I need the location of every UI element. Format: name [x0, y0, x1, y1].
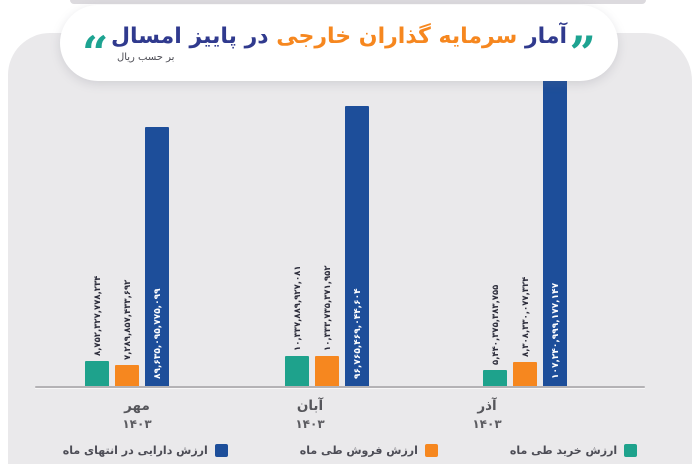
- legend-swatch-orange: [424, 443, 438, 457]
- barwrap-teal-آذر: ۵,۴۴۰,۳۷۵,۳۸۳,۷۵۵: [483, 74, 507, 386]
- bar-teal-مهر: [85, 361, 109, 386]
- chart-legend: ارزش دارایی در انتهای ماه ارزش فروش طی ما…: [0, 439, 700, 461]
- barwrap-orange-آبان: ۱۰,۳۳۳,۷۳۵,۳۷۱,۹۵۲: [315, 74, 339, 386]
- bar-teal-آذر: [483, 370, 507, 386]
- x-axis-label-مهر: مهر ۱۴۰۳: [77, 398, 197, 431]
- title-pre: آمار: [524, 23, 568, 49]
- bar-blue-آبان: [345, 106, 369, 386]
- legend-item-teal: ارزش خرید طی ماه: [509, 443, 638, 457]
- bar-orange-آبان: [315, 356, 339, 386]
- month-year: ۱۴۰۳: [122, 417, 152, 431]
- barwrap-orange-آذر: ۸,۳۰۸,۳۳۰,۰۷۷,۳۲۴: [513, 74, 537, 386]
- x-axis-label-آبان: آبان ۱۴۰۳: [250, 398, 370, 431]
- bar-value-teal-مهر: ۸,۷۵۲,۳۲۷,۷۷۸,۲۳۴: [93, 275, 103, 356]
- x-axis-label-آذر: آذر ۱۴۰۳: [427, 398, 547, 431]
- month-name: مهر: [124, 398, 150, 414]
- month-year: ۱۴۰۳: [472, 417, 502, 431]
- legend-label-teal: ارزش خرید طی ماه: [509, 443, 618, 457]
- legend-label-blue: ارزش دارایی در انتهای ماه: [62, 443, 208, 457]
- title-post: در پاییز امسال: [110, 23, 269, 49]
- top-edge-strip: [70, 0, 646, 4]
- bar-value-blue-آذر: ۱۰۷,۲۴۰,۹۹۹,۱۷۷,۱۴۷: [550, 282, 561, 379]
- chart-unit-subtitle: بر حسب ریال: [116, 51, 175, 63]
- bar-teal-آبان: [285, 356, 309, 386]
- title-highlight: سرمایه گذاران خارجی: [276, 23, 518, 49]
- month-name: آذر: [477, 398, 497, 414]
- bar-group-مهر: ۸,۷۵۲,۳۲۷,۷۷۸,۲۳۴ ۷,۲۸۹,۸۵۷,۴۳۳,۶۹۲ ۸۹,۶۳۵…: [85, 74, 169, 386]
- title-banner: “ آمار سرمایه گذاران خارجی در پاییز امسا…: [60, 5, 618, 81]
- bar-group-آبان: ۱۰,۳۳۷,۸۸۹,۹۲۷,۰۸۱ ۱۰,۳۳۳,۷۳۵,۳۷۱,۹۵۲ ۹۶,۷…: [285, 74, 369, 386]
- barwrap-blue-مهر: ۸۹,۶۳۵,۰۹۵,۷۷۵,۰۹۹: [145, 74, 169, 386]
- bar-value-orange-مهر: ۷,۲۸۹,۸۵۷,۴۳۳,۶۹۲: [123, 279, 133, 360]
- legend-swatch-teal: [624, 443, 638, 457]
- month-name: آبان: [296, 398, 324, 414]
- barwrap-teal-آبان: ۱۰,۳۳۷,۸۸۹,۹۲۷,۰۸۱: [285, 74, 309, 386]
- legend-item-blue: ارزش دارایی در انتهای ماه: [62, 443, 228, 457]
- barwrap-blue-آبان: ۹۶,۷۶۵,۴۶۹,۰۴۴,۶۰۴: [345, 74, 369, 386]
- page-title: آمار سرمایه گذاران خارجی در پاییز امسال: [111, 24, 567, 49]
- bar-orange-آذر: [513, 362, 537, 386]
- bar-value-teal-آذر: ۵,۴۴۰,۳۷۵,۳۸۳,۷۵۵: [491, 284, 501, 365]
- month-year: ۱۴۰۳: [295, 417, 325, 431]
- barwrap-teal-مهر: ۸,۷۵۲,۳۲۷,۷۷۸,۲۳۴: [85, 74, 109, 386]
- bar-value-orange-آبان: ۱۰,۳۳۳,۷۳۵,۳۷۱,۹۵۲: [323, 265, 333, 351]
- x-axis-line: [35, 386, 645, 389]
- barwrap-orange-مهر: ۷,۲۸۹,۸۵۷,۴۳۳,۶۹۲: [115, 74, 139, 386]
- bar-value-orange-آذر: ۸,۳۰۸,۳۳۰,۰۷۷,۳۲۴: [521, 276, 531, 357]
- title-block: آمار سرمایه گذاران خارجی در پاییز امسال …: [111, 24, 567, 63]
- bar-value-blue-مهر: ۸۹,۶۳۵,۰۹۵,۷۷۵,۰۹۹: [152, 288, 163, 379]
- bar-blue-مهر: [145, 127, 169, 386]
- bar-value-blue-آبان: ۹۶,۷۶۵,۴۶۹,۰۴۴,۶۰۴: [352, 288, 363, 379]
- barwrap-blue-آذر: ۱۰۷,۲۴۰,۹۹۹,۱۷۷,۱۴۷: [543, 74, 567, 386]
- legend-swatch-blue: [214, 443, 228, 457]
- legend-item-orange: ارزش فروش طی ماه: [299, 443, 438, 457]
- bar-group-آذر: ۵,۴۴۰,۳۷۵,۳۸۳,۷۵۵ ۸,۳۰۸,۳۳۰,۰۷۷,۳۲۴ ۱۰۷,۲۴…: [483, 74, 567, 386]
- bar-value-teal-آبان: ۱۰,۳۳۷,۸۸۹,۹۲۷,۰۸۱: [293, 265, 303, 351]
- legend-label-orange: ارزش فروش طی ماه: [299, 443, 418, 457]
- bar-blue-آذر: [543, 76, 567, 386]
- bar-orange-مهر: [115, 365, 139, 386]
